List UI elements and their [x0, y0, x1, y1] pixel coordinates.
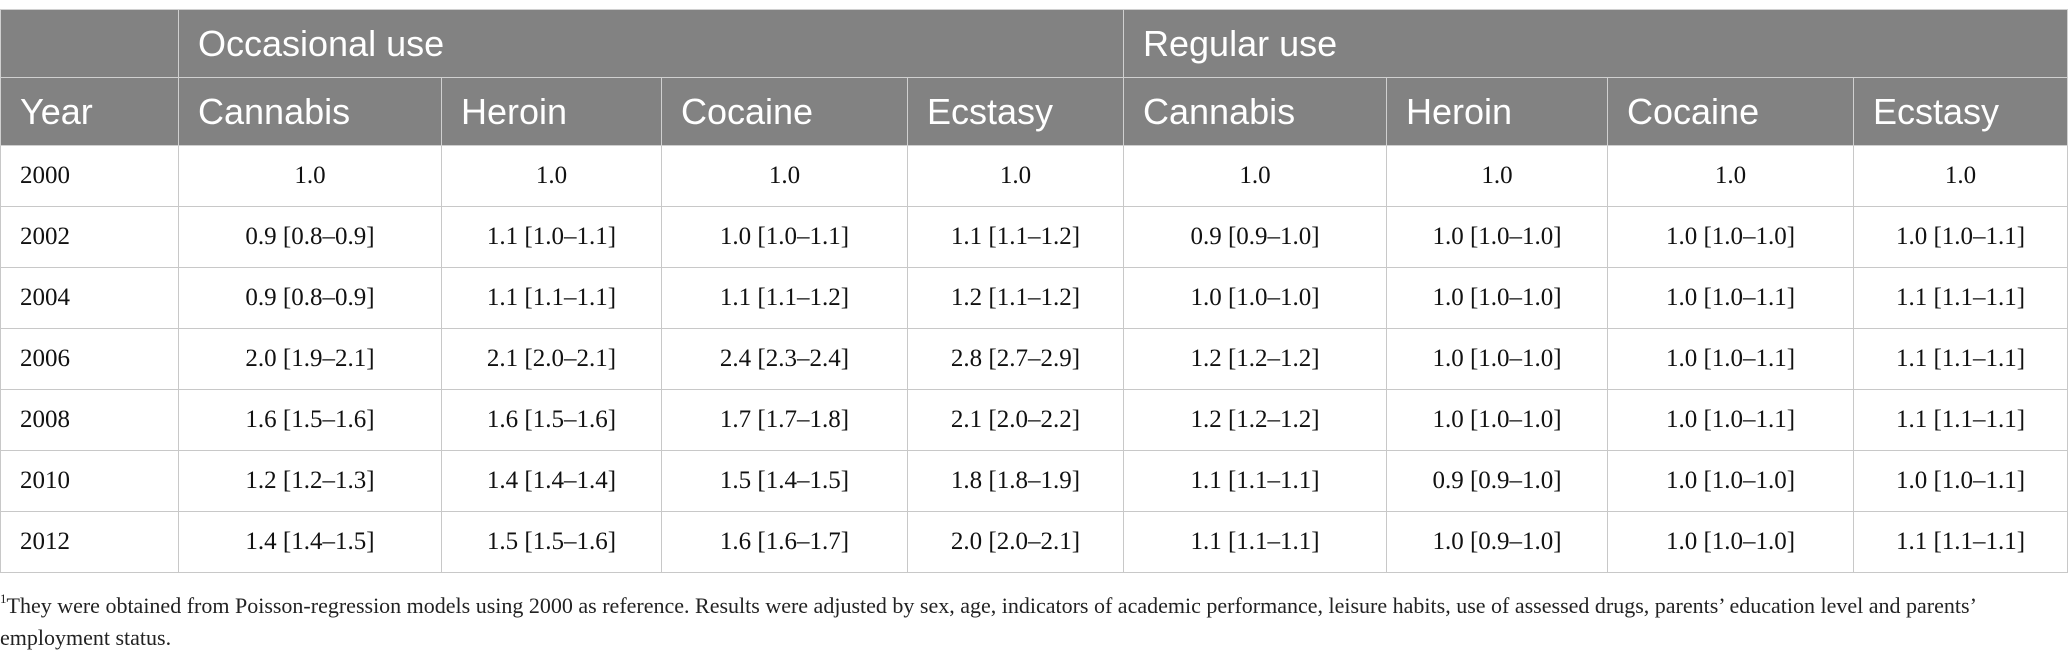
group-header-occasional-use: Occasional use: [177, 9, 1125, 78]
table-cell: 1.5 [1.5–1.6]: [441, 511, 662, 573]
footnote-marker: 1: [0, 591, 7, 606]
table-cell: 1.0 [1.0–1.1]: [1607, 328, 1855, 390]
group-header-regular-use: Regular use: [1123, 9, 2068, 78]
table-cell: 2.0 [1.9–2.1]: [178, 328, 442, 390]
results-table: Occasional use Regular use Year Cannabis…: [0, 9, 2068, 573]
table-cell: 1.0: [441, 145, 662, 207]
table-cell: 1.1 [1.1–1.1]: [441, 267, 662, 329]
table-cell: 1.1 [1.1–1.1]: [1853, 328, 2068, 390]
table-cell: 1.7 [1.7–1.8]: [661, 389, 908, 451]
year-cell: 2000: [0, 145, 179, 207]
table-cell: 1.0 [1.0–1.0]: [1386, 389, 1609, 451]
table-cell: 1.2 [1.1–1.2]: [906, 267, 1125, 329]
table-footnote: 1They were obtained from Poisson-regress…: [0, 590, 2050, 654]
column-header-regular-cannabis: Cannabis: [1123, 77, 1388, 146]
table-row: 2000 1.0 1.0 1.0 1.0 1.0 1.0 1.0 1.0: [0, 145, 2068, 207]
table-row: 2008 1.6 [1.5–1.6] 1.6 [1.5–1.6] 1.7 [1.…: [0, 389, 2068, 451]
column-header-regular-ecstasy: Ecstasy: [1853, 77, 2068, 146]
table-header: Occasional use Regular use Year Cannabis…: [0, 9, 2068, 146]
table-cell: 1.2 [1.2–1.2]: [1123, 328, 1388, 390]
column-header-regular-heroin: Heroin: [1386, 77, 1609, 146]
year-cell: 2008: [0, 389, 179, 451]
table-cell: 0.9 [0.9–1.0]: [1386, 450, 1609, 512]
table-cell: 1.4 [1.4–1.4]: [441, 450, 662, 512]
table-cell: 1.0 [1.0–1.0]: [1607, 511, 1855, 573]
table-row: 2002 0.9 [0.8–0.9] 1.1 [1.0–1.1] 1.0 [1.…: [0, 206, 2068, 268]
table-row: 2004 0.9 [0.8–0.9] 1.1 [1.1–1.1] 1.1 [1.…: [0, 267, 2068, 329]
group-header-blank: [0, 9, 179, 78]
table-cell: 1.1 [1.1–1.1]: [1123, 511, 1388, 573]
year-cell: 2010: [0, 450, 179, 512]
table-row: 2012 1.4 [1.4–1.5] 1.5 [1.5–1.6] 1.6 [1.…: [0, 511, 2068, 573]
table-cell: 1.0: [1853, 145, 2068, 207]
table-cell: 1.0: [906, 145, 1125, 207]
table-cell: 1.1 [1.0–1.1]: [441, 206, 662, 268]
table-cell: 1.1 [1.1–1.2]: [906, 206, 1125, 268]
table-cell: 2.1 [2.0–2.1]: [441, 328, 662, 390]
table-cell: 1.0: [661, 145, 908, 207]
table-cell: 1.1 [1.1–1.1]: [1853, 389, 2068, 451]
table-cell: 1.6 [1.6–1.7]: [661, 511, 908, 573]
column-header-year: Year: [0, 77, 179, 146]
table-cell: 1.0 [1.0–1.0]: [1386, 328, 1609, 390]
column-header-row: Year Cannabis Heroin Cocaine Ecstasy Can…: [0, 77, 2068, 146]
table-cell: 1.6 [1.5–1.6]: [178, 389, 442, 451]
table-cell: 1.2 [1.2–1.3]: [178, 450, 442, 512]
table-cell: 0.9 [0.8–0.9]: [178, 206, 442, 268]
table-cell: 2.1 [2.0–2.2]: [906, 389, 1125, 451]
table-cell: 1.0: [1123, 145, 1388, 207]
table-row: 2010 1.2 [1.2–1.3] 1.4 [1.4–1.4] 1.5 [1.…: [0, 450, 2068, 512]
year-cell: 2004: [0, 267, 179, 329]
table-cell: 1.0 [1.0–1.0]: [1607, 450, 1855, 512]
column-header-occasional-ecstasy: Ecstasy: [906, 77, 1125, 146]
table-cell: 2.0 [2.0–2.1]: [906, 511, 1125, 573]
group-header-row: Occasional use Regular use: [0, 9, 2068, 78]
table-cell: 1.0 [0.9–1.0]: [1386, 511, 1609, 573]
table-body: 2000 1.0 1.0 1.0 1.0 1.0 1.0 1.0 1.0 200…: [0, 145, 2068, 573]
column-header-occasional-cannabis: Cannabis: [178, 77, 442, 146]
table-row: 2006 2.0 [1.9–2.1] 2.1 [2.0–2.1] 2.4 [2.…: [0, 328, 2068, 390]
table-cell: 1.1 [1.1–1.2]: [661, 267, 908, 329]
table-cell: 1.2 [1.2–1.2]: [1123, 389, 1388, 451]
table-cell: 1.1 [1.1–1.1]: [1853, 511, 2068, 573]
year-cell: 2006: [0, 328, 179, 390]
footnote-text: They were obtained from Poisson-regressi…: [0, 593, 1976, 650]
table-cell: 2.8 [2.7–2.9]: [906, 328, 1125, 390]
table-cell: 1.0 [1.0–1.1]: [661, 206, 908, 268]
table-cell: 1.8 [1.8–1.9]: [906, 450, 1125, 512]
table-cell: 0.9 [0.8–0.9]: [178, 267, 442, 329]
table-cell: 1.5 [1.4–1.5]: [661, 450, 908, 512]
column-header-occasional-heroin: Heroin: [441, 77, 662, 146]
table-cell: 1.0: [1386, 145, 1609, 207]
column-header-regular-cocaine: Cocaine: [1607, 77, 1855, 146]
table-cell: 1.6 [1.5–1.6]: [441, 389, 662, 451]
table-cell: 0.9 [0.9–1.0]: [1123, 206, 1388, 268]
table-cell: 1.0 [1.0–1.1]: [1607, 389, 1855, 451]
table-cell: 1.0 [1.0–1.0]: [1386, 267, 1609, 329]
table-cell: 1.0 [1.0–1.1]: [1607, 267, 1855, 329]
table-cell: 1.1 [1.1–1.1]: [1853, 267, 2068, 329]
table-cell: 1.0 [1.0–1.0]: [1123, 267, 1388, 329]
year-cell: 2002: [0, 206, 179, 268]
table-cell: 1.4 [1.4–1.5]: [178, 511, 442, 573]
table-cell: 1.0 [1.0–1.0]: [1386, 206, 1609, 268]
year-cell: 2012: [0, 511, 179, 573]
column-header-occasional-cocaine: Cocaine: [661, 77, 908, 146]
table-cell: 2.4 [2.3–2.4]: [661, 328, 908, 390]
table-cell: 1.0 [1.0–1.0]: [1607, 206, 1855, 268]
table-cell: 1.0 [1.0–1.1]: [1853, 450, 2068, 512]
table-cell: 1.0: [1607, 145, 1855, 207]
table-cell: 1.0: [178, 145, 442, 207]
table-cell: 1.1 [1.1–1.1]: [1123, 450, 1388, 512]
table-cell: 1.0 [1.0–1.1]: [1853, 206, 2068, 268]
